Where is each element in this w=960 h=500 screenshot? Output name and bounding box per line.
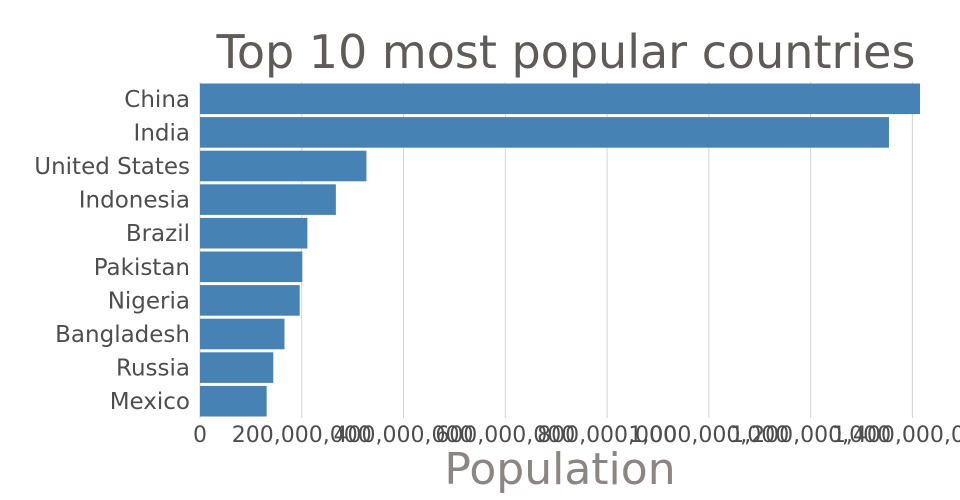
category-label: Pakistan — [94, 255, 190, 281]
bar — [200, 117, 889, 148]
x-tick-label: 400,000,000 — [334, 423, 474, 448]
category-label: China — [124, 87, 190, 113]
category-label: Bangladesh — [55, 322, 190, 348]
bar — [200, 285, 300, 316]
x-tick-label: 600,000,000 — [435, 423, 575, 448]
bars — [200, 83, 920, 417]
category-label: India — [134, 120, 190, 146]
category-label: Brazil — [126, 221, 190, 247]
x-tick-label: 1,200,000,000 — [730, 423, 891, 448]
bar — [200, 83, 920, 115]
bar — [200, 150, 367, 182]
bar — [200, 318, 285, 350]
category-label: United States — [34, 154, 190, 180]
x-tick-label: 800,000,000 — [537, 423, 677, 448]
x-tick-label: 1,400,000,000 — [832, 423, 960, 448]
category-label: Nigeria — [108, 288, 190, 314]
x-tick-label: 200,000,000 — [232, 423, 372, 448]
chart-title: Top 10 most popular countries — [216, 25, 916, 79]
category-label: Russia — [116, 356, 190, 382]
x-axis-label: Population — [444, 444, 675, 495]
x-tick-label: 0 — [193, 423, 207, 448]
bar — [200, 352, 274, 383]
x-tick-labels: 0 200,000,000400,000,000600,000,000800,00… — [193, 423, 960, 448]
bar — [200, 385, 267, 417]
category-label: Mexico — [110, 389, 190, 415]
category-label: Indonesia — [79, 188, 190, 214]
bar — [200, 184, 336, 215]
x-tick-label: 1,000,000,000 — [628, 423, 789, 448]
bar — [200, 251, 303, 283]
category-labels: China India United States Indonesia Brazil Pa… — [34, 87, 190, 415]
bar — [200, 217, 308, 249]
